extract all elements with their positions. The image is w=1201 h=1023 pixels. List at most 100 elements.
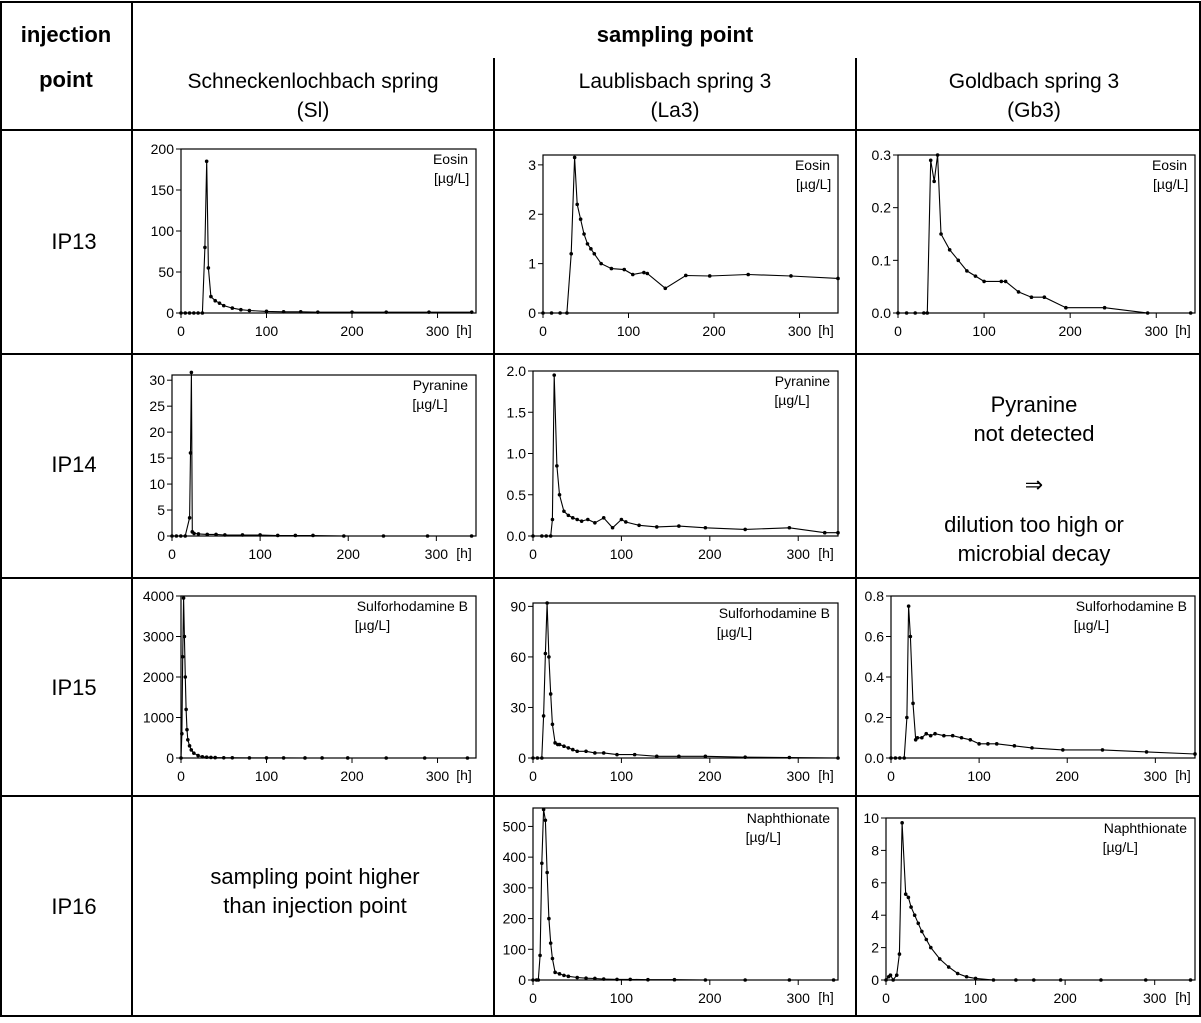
data-point bbox=[192, 751, 196, 755]
data-point bbox=[1102, 305, 1107, 310]
y-tick-label: 4000 bbox=[143, 588, 174, 604]
data-point bbox=[628, 977, 633, 982]
data-point bbox=[204, 755, 209, 759]
data-point bbox=[206, 266, 211, 270]
x-tick-label: 200 bbox=[698, 990, 722, 1006]
data-point bbox=[192, 531, 196, 536]
data-point bbox=[920, 929, 924, 934]
data-point bbox=[384, 310, 389, 314]
data-point bbox=[239, 307, 243, 312]
data-point bbox=[196, 311, 200, 315]
data-point bbox=[632, 752, 637, 757]
unit-label: [µg/L] bbox=[746, 829, 781, 845]
data-point bbox=[601, 751, 606, 755]
data-point bbox=[189, 370, 194, 375]
implies-arrow-icon: ⇒ bbox=[1025, 472, 1043, 497]
y-tick-label: 100 bbox=[503, 941, 527, 957]
y-tick-label: 0.0 bbox=[865, 750, 885, 766]
x-tick-label: 300 bbox=[426, 323, 450, 339]
data-point bbox=[654, 525, 659, 529]
y-tick-label: 1 bbox=[528, 256, 536, 272]
data-point bbox=[550, 722, 555, 727]
data-point bbox=[942, 733, 946, 738]
data-point bbox=[342, 534, 346, 538]
x-tick-label: 100 bbox=[255, 768, 279, 784]
data-point bbox=[275, 533, 280, 538]
data-point bbox=[593, 976, 597, 981]
data-point bbox=[915, 735, 920, 740]
data-point bbox=[170, 534, 174, 538]
data-point bbox=[593, 751, 597, 755]
y-tick-label: 200 bbox=[503, 911, 527, 927]
data-point bbox=[955, 971, 960, 976]
x-tick-label: 0 bbox=[168, 546, 176, 562]
data-point bbox=[909, 905, 913, 909]
data-point bbox=[213, 755, 218, 760]
data-point bbox=[637, 523, 641, 528]
data-point bbox=[928, 158, 933, 163]
column-header-gb3-code: (Gb3) bbox=[1007, 99, 1061, 122]
data-point bbox=[557, 972, 562, 976]
data-point bbox=[281, 309, 286, 314]
data-point bbox=[223, 533, 227, 537]
y-tick-label: 100 bbox=[151, 223, 175, 239]
tracer-name-label: Pyranine bbox=[413, 377, 468, 393]
data-point bbox=[630, 272, 635, 277]
y-tick-label: 0.5 bbox=[507, 487, 527, 503]
data-point bbox=[545, 601, 549, 605]
x-tick-label: 100 bbox=[964, 990, 988, 1006]
data-point bbox=[1099, 978, 1103, 982]
x-tick-label: 0 bbox=[882, 990, 890, 1006]
series-line bbox=[533, 809, 834, 981]
data-point bbox=[642, 270, 646, 275]
x-unit-label: [h] bbox=[1175, 767, 1191, 783]
data-point bbox=[624, 520, 628, 524]
plot-frame bbox=[180, 148, 477, 314]
data-point bbox=[569, 251, 574, 256]
tracer-name-label: Eosin bbox=[433, 151, 468, 167]
x-tick-label: 0 bbox=[529, 546, 537, 562]
y-tick-label: 0 bbox=[528, 305, 536, 321]
data-point bbox=[221, 303, 226, 308]
tracer-name-label: Naphthionate bbox=[1104, 820, 1188, 836]
data-point bbox=[904, 311, 909, 315]
data-point bbox=[703, 978, 708, 982]
sampling-header: sampling point bbox=[597, 22, 754, 47]
y-tick-label: 0.1 bbox=[872, 252, 892, 268]
x-tick-label: 100 bbox=[610, 546, 634, 562]
data-point bbox=[566, 746, 571, 750]
data-point bbox=[586, 517, 590, 522]
y-tick-label: 200 bbox=[151, 141, 175, 157]
chart-ip14_la3: 0.0 0.5 1.0 1.5 2.0 0 100 200 300 [h] Pyranine [µg/… bbox=[507, 363, 840, 562]
y-tick-label: 5 bbox=[157, 502, 165, 518]
column-header-sl-code: (Sl) bbox=[297, 99, 330, 122]
y-tick-label: 2000 bbox=[143, 669, 174, 685]
chart-ip13_gb3: 0.0 0.1 0.2 0.3 0 100 200 300 [h] Eosin [µg/L] bbox=[872, 147, 1196, 339]
data-point bbox=[888, 973, 893, 977]
pyranine-note-reason-2: microbial decay bbox=[958, 541, 1111, 566]
data-point bbox=[575, 975, 580, 980]
data-point bbox=[672, 977, 677, 982]
data-point bbox=[893, 756, 898, 760]
series-line bbox=[172, 372, 472, 537]
data-point bbox=[836, 276, 840, 281]
data-point bbox=[1143, 978, 1148, 982]
data-point bbox=[743, 755, 747, 759]
x-tick-label: 300 bbox=[1145, 323, 1169, 339]
data-point bbox=[836, 530, 840, 535]
data-point bbox=[230, 306, 235, 310]
data-point bbox=[558, 311, 562, 315]
x-tick-label: 200 bbox=[698, 768, 722, 784]
data-point bbox=[543, 818, 548, 823]
data-point bbox=[932, 179, 936, 184]
data-point bbox=[214, 532, 218, 537]
data-point bbox=[831, 978, 836, 982]
data-point bbox=[543, 651, 548, 656]
data-point bbox=[230, 755, 235, 760]
data-point bbox=[973, 274, 978, 278]
data-point bbox=[928, 733, 933, 738]
plot-frame bbox=[532, 602, 839, 759]
data-point bbox=[183, 311, 188, 315]
